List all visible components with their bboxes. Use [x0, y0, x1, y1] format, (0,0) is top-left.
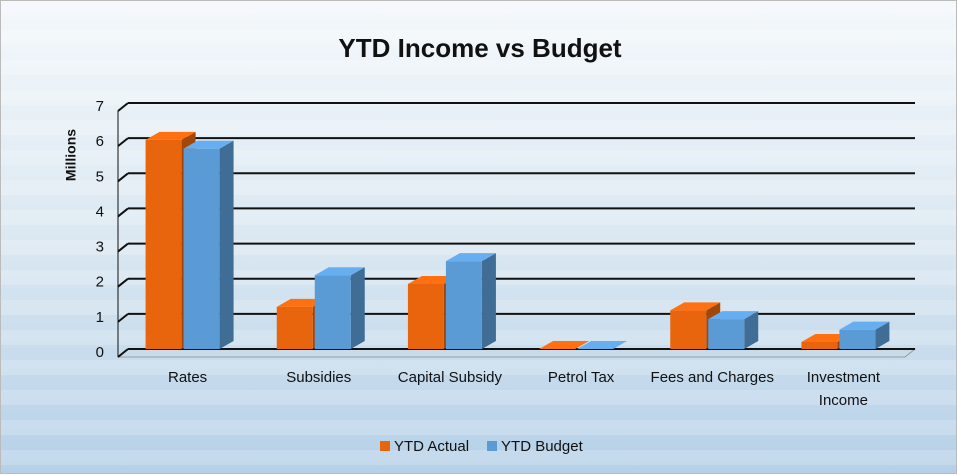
x-tick-label: Fees and Charges: [650, 369, 774, 386]
bar: [445, 261, 482, 349]
y-tick-label: 5: [96, 168, 104, 185]
y-tick: [117, 242, 129, 253]
y-tick: [117, 137, 129, 147]
bar-top: [314, 267, 365, 276]
y-tick-label: 0: [96, 344, 104, 361]
bar-top: [145, 131, 196, 140]
bar-side: [875, 321, 890, 349]
bar: [314, 275, 351, 349]
y-tick: [117, 102, 129, 112]
bar-top: [801, 333, 852, 342]
bar-top: [276, 298, 327, 307]
legend-swatch: [487, 441, 498, 451]
y-tick: [117, 277, 129, 288]
bar-side: [219, 140, 234, 349]
bar-side: [350, 267, 365, 349]
legend-label: YTD Actual: [394, 438, 469, 455]
bar: [183, 148, 220, 349]
y-tick: [117, 207, 129, 218]
y-tick-label: 2: [96, 274, 104, 291]
legend-label: YTD Budget: [501, 438, 584, 455]
bar-side: [481, 253, 496, 349]
y-tick: [117, 313, 129, 323]
bar: [407, 283, 444, 349]
bar-top: [407, 275, 458, 284]
y-tick-label: 1: [96, 309, 104, 326]
y-tick-label: 6: [96, 133, 104, 150]
legend-swatch: [380, 441, 390, 451]
bar: [708, 319, 745, 349]
y-tick-label: 7: [96, 98, 104, 115]
bar-top: [539, 341, 590, 349]
bar-top: [839, 321, 890, 330]
bar-top: [708, 311, 759, 320]
y-axis-label: Millions: [63, 129, 79, 181]
bar-top: [577, 341, 628, 349]
y-tick: [117, 172, 129, 183]
bar-top: [445, 253, 496, 262]
bar: [145, 139, 182, 349]
x-tick-label: Capital Subsidy: [397, 369, 503, 386]
floor: [116, 348, 917, 358]
y-tick-label: 3: [96, 239, 104, 256]
bar-top: [183, 140, 234, 149]
bar: [839, 329, 876, 349]
y-tick: [117, 348, 129, 358]
x-tick-label: Rates: [167, 369, 208, 386]
bar: [276, 306, 313, 349]
chart-title: YTD Income vs Budget: [338, 33, 621, 63]
bar-top: [670, 302, 721, 311]
y-tick-label: 4: [96, 203, 104, 220]
bar: [670, 310, 707, 349]
x-tick-label: Subsidies: [286, 369, 352, 386]
x-tick-label: Petrol Tax: [547, 369, 615, 386]
bar: [801, 341, 838, 349]
bar-side: [744, 311, 759, 349]
x-tick-label: Investment Income: [806, 369, 881, 409]
